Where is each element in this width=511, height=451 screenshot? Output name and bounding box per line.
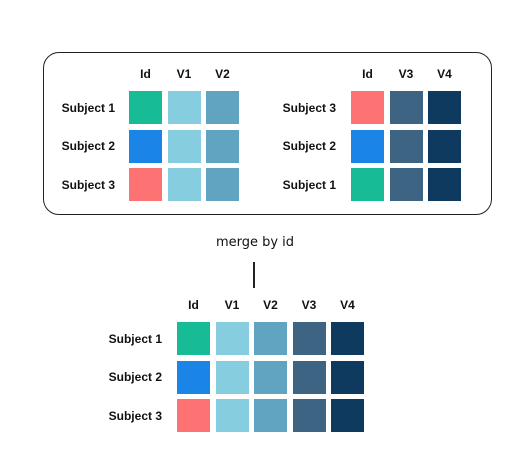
merge-connector-line [253,262,255,288]
row-label: Subject 1 [108,331,162,346]
column-header: Id [188,298,199,312]
column-header: V4 [437,67,452,81]
data-cell-v1 [215,399,249,432]
data-cell-v4 [331,322,364,355]
data-cell-v3 [292,360,326,394]
column-header: Id [362,67,373,81]
column-header: V1 [224,298,240,312]
data-cell-v3 [292,399,326,432]
data-cell-salmon [177,399,210,432]
merge-label: merge by id [215,235,295,250]
data-cell-v1 [167,129,201,163]
column-header: V2 [215,67,230,81]
data-cell-v1 [215,360,249,394]
row-label: Subject 3 [108,408,162,423]
data-cell-blue [351,129,384,163]
column-header: V4 [340,298,355,312]
row-label: Subject 1 [61,100,115,115]
data-cell-v4 [331,399,364,432]
data-cell-v2 [254,399,287,432]
data-cell-teal [177,322,210,355]
row-label: Subject 1 [282,177,336,192]
column-header: V3 [398,67,414,81]
data-cell-v4 [428,129,461,163]
data-cell-v3 [389,168,423,201]
data-cell-blue [129,129,162,163]
input-tables-frame [43,52,492,215]
data-cell-v1 [167,91,201,124]
data-cell-v2 [254,360,287,394]
row-label: Subject 2 [282,139,336,153]
data-cell-v3 [292,322,326,355]
data-cell-v3 [389,91,423,124]
data-cell-v1 [215,322,249,355]
row-label: Subject 2 [61,139,115,153]
data-cell-salmon [351,91,384,124]
data-cell-v2 [206,168,239,201]
data-cell-teal [351,168,384,201]
row-label: Subject 3 [282,100,336,115]
data-cell-v2 [206,91,239,124]
column-header: Id [140,67,151,81]
column-header: V1 [176,67,192,81]
data-cell-salmon [129,168,162,201]
data-cell-v4 [331,360,364,394]
data-cell-v4 [428,168,461,201]
data-cell-v4 [428,91,461,124]
data-cell-teal [129,91,162,124]
column-header: V2 [263,298,278,312]
row-label: Subject 3 [61,177,115,192]
data-cell-v1 [167,168,201,201]
row-label: Subject 2 [108,370,162,384]
data-cell-v2 [206,129,239,163]
data-cell-blue [177,360,210,394]
data-cell-v2 [254,322,287,355]
data-cell-v3 [389,129,423,163]
column-header: V3 [301,298,317,312]
